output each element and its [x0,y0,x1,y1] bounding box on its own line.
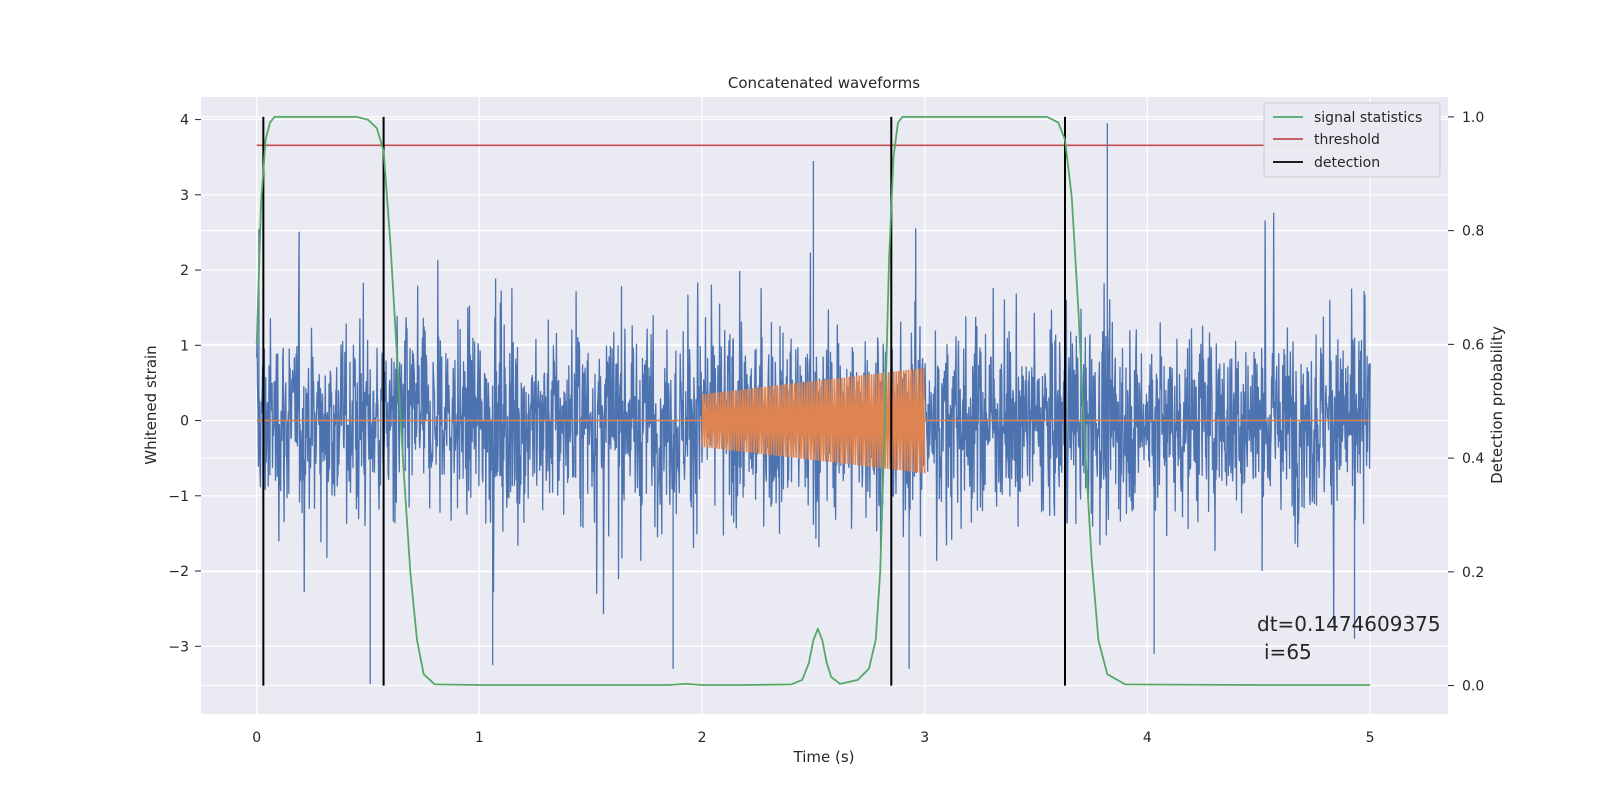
y-tick-label: 4 [180,113,189,129]
injected-signal-series [256,367,1371,474]
x-tick-label: 3 [920,730,929,746]
x-tick-label: 5 [1366,730,1375,746]
y-tick-label: 2 [180,263,189,279]
y-tick-label: 0 [180,414,189,430]
signal-statistics-series [255,116,1371,686]
y2-tick-label: 0.0 [1462,679,1484,695]
x-tick-label: 1 [475,730,484,746]
y-tick-label: 1 [180,338,189,354]
x-tick-label: 2 [698,730,707,746]
annotation-i: i=65 [1264,640,1312,664]
y-tick-label: −1 [168,489,189,505]
y2-tick-label: 0.2 [1462,565,1484,581]
y2-tick-label: 0.6 [1462,337,1484,353]
ticks: 0 1 2 3 4 5 −3 −2 −1 0 1 2 3 4 0.0 0.2 0.4 0.6 0.8 1.0 [168,110,1484,746]
y-tick-label: −3 [168,639,189,655]
legend-label-signal-statistics: signal statistics [1314,110,1422,126]
x-tick-label: 4 [1143,730,1152,746]
chart-title: Concatenated waveforms [728,74,920,92]
annotation-dt: dt=0.1474609375 [1257,612,1441,636]
y-axis-label: Whitened strain [142,345,160,464]
y-tick-label: 3 [180,188,189,204]
series-layer [255,116,1371,686]
legend-label-detection: detection [1314,155,1380,171]
y2-tick-label: 1.0 [1462,110,1484,126]
legend-label-threshold: threshold [1314,132,1380,148]
y2-tick-label: 0.4 [1462,451,1484,467]
y2-tick-label: 0.8 [1462,224,1484,240]
x-axis-label: Time (s) [793,748,855,766]
annotation: dt=0.1474609375 i=65 [1257,612,1441,664]
legend-box [1263,102,1441,178]
x-tick-label: 0 [252,730,261,746]
legend: signal statistics threshold detection [1263,102,1441,178]
strain-series [256,123,1371,684]
y-tick-label: −2 [168,564,189,580]
y2-axis-label: Detection probability [1488,326,1506,484]
